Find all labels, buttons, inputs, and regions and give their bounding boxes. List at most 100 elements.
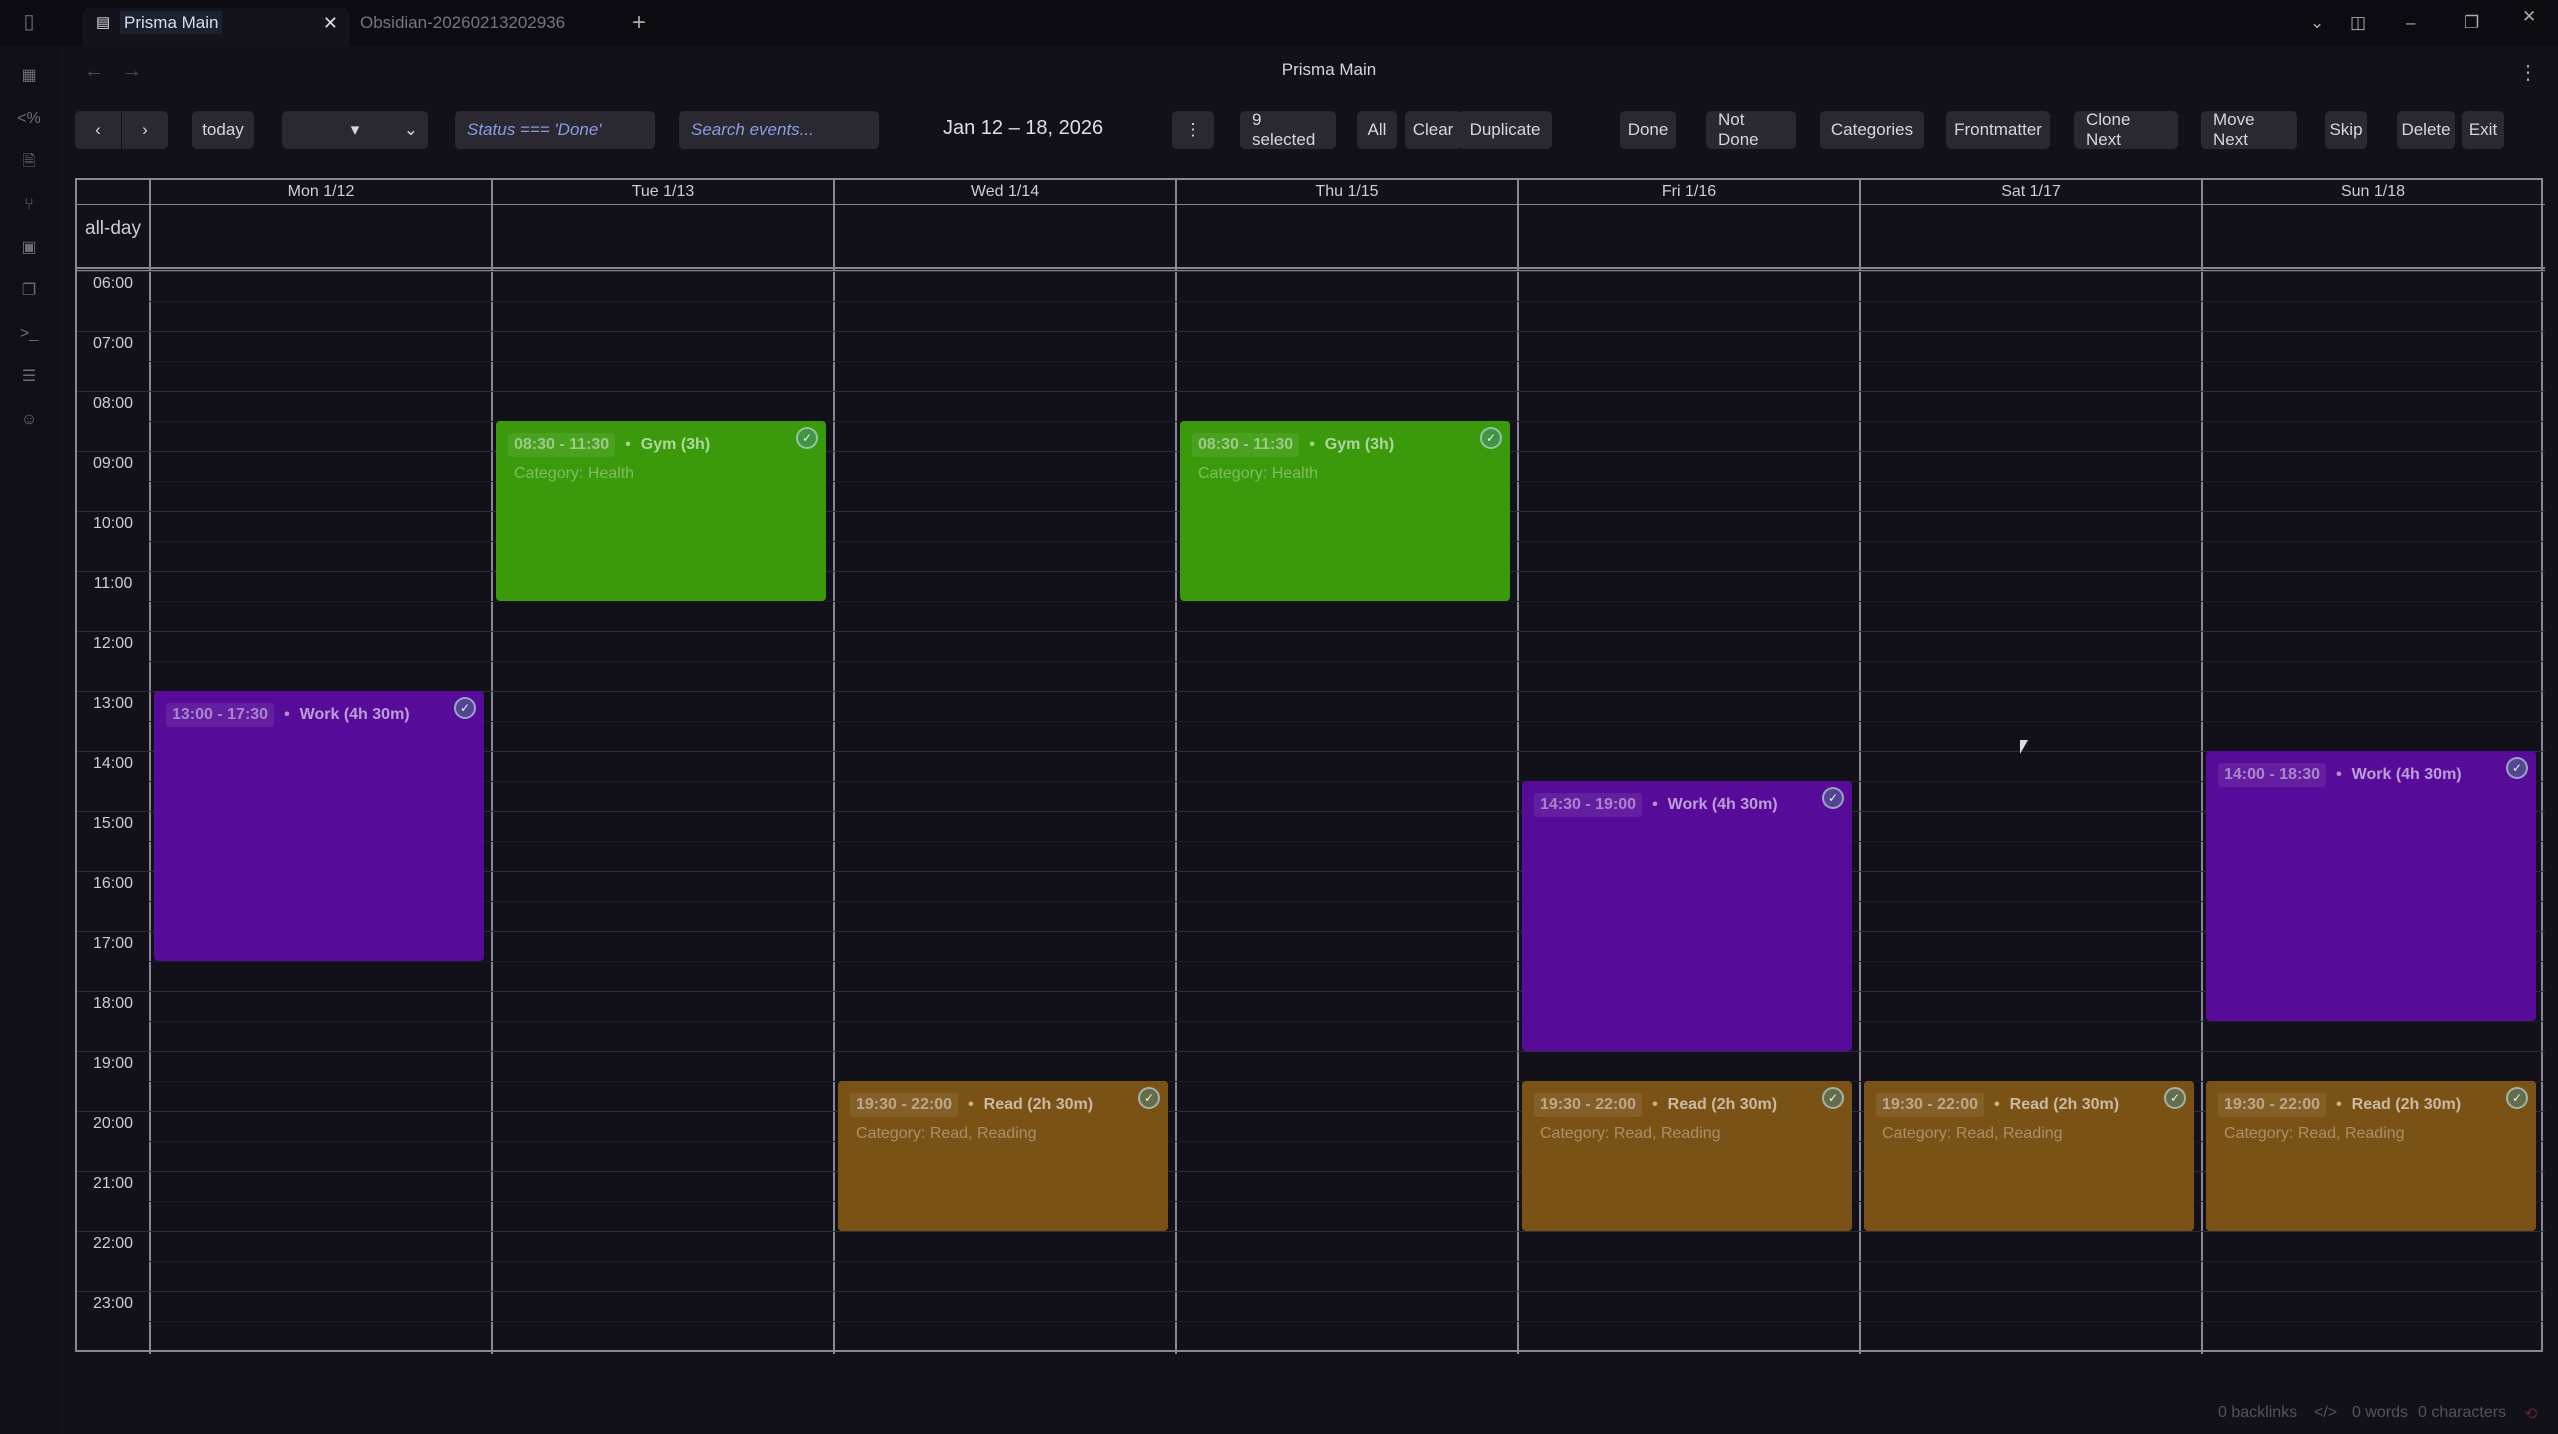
bullet: • (1652, 1096, 1658, 1113)
half-hour-line (149, 1081, 2545, 1082)
event-header: 14:30 - 19:00 • Work (4h 30m) (1534, 793, 1778, 817)
next-button[interactable]: › (122, 111, 168, 149)
allday-cell[interactable] (2201, 204, 2543, 268)
done-check-icon[interactable]: ✓ (2506, 757, 2528, 779)
back-icon[interactable]: ← (84, 60, 104, 82)
smiley-icon[interactable]: ☺ (20, 411, 38, 428)
ribbon: ▦ <% 🗎 ⑂ ▣ ❐ >_ ☰ ☺ (0, 46, 58, 1434)
done-check-icon[interactable]: ✓ (1822, 1087, 1844, 1109)
event-read[interactable]: 19:30 - 22:00 • Read (2h 30m) Category: Rea… (1522, 1081, 1852, 1231)
action-button-clear[interactable]: Clear (1405, 111, 1461, 149)
event-read[interactable]: 19:30 - 22:00 • Read (2h 30m) Category: Rea… (838, 1081, 1168, 1231)
bullet: • (1994, 1096, 2000, 1113)
list-icon[interactable]: ☰ (21, 368, 37, 385)
event-header: 19:30 - 22:00 • Read (2h 30m) (1534, 1093, 1777, 1117)
event-header: 19:30 - 22:00 • Read (2h 30m) (850, 1093, 1093, 1117)
time-label: 13:00 (92, 695, 134, 712)
calendar-icon[interactable]: ▦ (21, 67, 37, 84)
tab-prisma-main[interactable]: ▤ Prisma Main ✕ (82, 8, 350, 46)
tab-obsidian[interactable]: Obsidian-20260213202936 (360, 13, 566, 32)
time-label: 14:00 (92, 755, 134, 772)
tab-list-chevron-icon[interactable]: ⌄ (2310, 13, 2325, 32)
sync-off-icon[interactable]: ⟲ (2524, 1406, 2538, 1423)
time-label: 23:00 (92, 1295, 134, 1312)
action-button-duplicate[interactable]: Duplicate (1458, 111, 1552, 149)
time-label: 21:00 (92, 1175, 134, 1192)
action-button-9-selected[interactable]: 9 selected (1240, 110, 1336, 149)
allday-cell[interactable] (1859, 204, 2201, 268)
close-tab-icon[interactable]: ✕ (322, 13, 338, 33)
day-header: Sun 1/18 (2201, 180, 2543, 204)
close-window-icon[interactable]: ✕ (2522, 7, 2537, 26)
half-hour-line (149, 1201, 2545, 1202)
action-button-all[interactable]: All (1357, 111, 1397, 149)
done-check-icon[interactable]: ✓ (1138, 1087, 1160, 1109)
more-options-icon[interactable]: ⋮ (2518, 62, 2538, 84)
backlinks-count[interactable]: 0 backlinks (2218, 1404, 2298, 1421)
bullet: • (625, 436, 631, 453)
today-button[interactable]: today (192, 111, 254, 149)
file-search-icon[interactable]: 🗎 (22, 153, 36, 170)
hour-line (77, 991, 2545, 992)
done-check-icon[interactable]: ✓ (796, 427, 818, 449)
sidebar-toggle-icon[interactable]: ▯ (23, 11, 35, 33)
hour-line (77, 691, 2545, 692)
event-work[interactable]: 14:00 - 18:30 • Work (4h 30m) ✓ (2206, 751, 2536, 1021)
bullet: • (1309, 436, 1315, 453)
time-label: 18:00 (92, 995, 134, 1012)
action-button-delete[interactable]: Delete (2397, 111, 2455, 149)
event-work[interactable]: 13:00 - 17:30 • Work (4h 30m) ✓ (154, 691, 484, 961)
hour-line (77, 1111, 2545, 1112)
allday-cell[interactable] (833, 204, 1175, 268)
allday-cell[interactable] (149, 204, 491, 268)
allday-cell[interactable] (491, 204, 833, 268)
allday-cell[interactable] (1175, 204, 1517, 268)
bullet: • (2336, 1096, 2342, 1113)
action-button-clone-next[interactable]: Clone Next (2074, 110, 2178, 149)
event-title: Gym (3h) (640, 436, 711, 453)
grid-icon[interactable]: ▣ (21, 239, 37, 256)
action-button-categories[interactable]: Categories (1820, 111, 1924, 149)
done-check-icon[interactable]: ✓ (454, 697, 476, 719)
hour-line (77, 811, 2545, 812)
action-button-not-done[interactable]: Not Done (1706, 110, 1796, 149)
tab-bar: ▯ ▤ Prisma Main ✕ Obsidian-2026021320293… (0, 0, 2558, 46)
action-button-move-next[interactable]: Move Next (2201, 110, 2297, 149)
bullet: • (968, 1096, 974, 1113)
allday-label: all-day (85, 218, 141, 239)
done-check-icon[interactable]: ✓ (1822, 787, 1844, 809)
half-hour-line (149, 961, 2545, 962)
event-work[interactable]: 14:30 - 19:00 • Work (4h 30m) ✓ (1522, 781, 1852, 1051)
new-tab-icon[interactable]: + (632, 9, 647, 36)
prev-button[interactable]: ‹ (75, 111, 121, 149)
templater-icon[interactable]: <% (17, 110, 41, 127)
view-select[interactable]: ▾ ⌄ (282, 111, 428, 149)
event-health[interactable]: 08:30 - 11:30 • Gym (3h) Category: Health ✓ (1180, 421, 1510, 601)
action-button-frontmatter[interactable]: Frontmatter (1946, 111, 2050, 149)
event-read[interactable]: 19:30 - 22:00 • Read (2h 30m) Category: Rea… (1864, 1081, 2194, 1231)
done-check-icon[interactable]: ✓ (2506, 1087, 2528, 1109)
view-select-value: ▾ (350, 120, 360, 139)
copy-icon[interactable]: ❐ (21, 282, 37, 299)
event-read[interactable]: 19:30 - 22:00 • Read (2h 30m) Category: Rea… (2206, 1081, 2536, 1231)
done-check-icon[interactable]: ✓ (1480, 427, 1502, 449)
time-label: 12:00 (92, 635, 134, 652)
event-health[interactable]: 08:30 - 11:30 • Gym (3h) Category: Health ✓ (496, 421, 826, 601)
more-button[interactable]: ⋮ (1172, 111, 1214, 149)
search-input[interactable]: Search events... (679, 111, 879, 149)
terminal-icon[interactable]: >_ (19, 325, 39, 342)
action-button-exit[interactable]: Exit (2462, 111, 2504, 149)
maximize-icon[interactable]: ❐ (2464, 13, 2480, 32)
graph-icon[interactable]: ⑂ (24, 196, 34, 213)
filter-input[interactable]: Status === 'Done' (455, 111, 655, 149)
action-button-done[interactable]: Done (1620, 111, 1676, 149)
action-button-skip[interactable]: Skip (2325, 111, 2367, 149)
right-sidebar-icon[interactable]: ◫ (2350, 13, 2367, 32)
source-mode-icon[interactable]: </> (2314, 1404, 2338, 1421)
allday-cell[interactable] (1517, 204, 1859, 268)
minimize-icon[interactable]: – (2406, 13, 2416, 32)
event-title: Read (2h 30m) (2351, 1096, 2462, 1113)
event-time: 19:30 - 22:00 (1876, 1093, 1985, 1117)
forward-icon[interactable]: → (122, 60, 142, 82)
done-check-icon[interactable]: ✓ (2164, 1087, 2186, 1109)
